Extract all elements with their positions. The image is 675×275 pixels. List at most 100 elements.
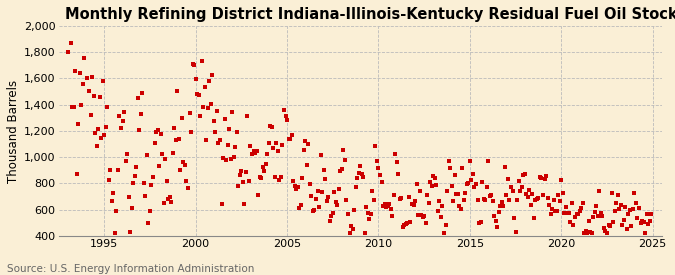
Point xyxy=(510,230,521,234)
Point xyxy=(500,164,510,169)
Point xyxy=(576,206,587,210)
Point xyxy=(262,152,273,156)
Point xyxy=(136,112,146,116)
Point xyxy=(88,94,99,98)
Point xyxy=(632,216,643,221)
Point xyxy=(236,169,247,173)
Point xyxy=(431,183,441,188)
Point xyxy=(425,180,435,184)
Point xyxy=(210,130,221,135)
Point xyxy=(416,213,427,217)
Point xyxy=(198,105,209,109)
Point xyxy=(202,106,213,110)
Point xyxy=(326,214,337,218)
Point xyxy=(450,173,460,177)
Point xyxy=(291,187,302,191)
Point xyxy=(115,126,126,131)
Text: Monthly Refining District Indiana-Illinois-Kentucky Residual Fuel Oil Stocks at : Monthly Refining District Indiana-Illino… xyxy=(65,7,675,22)
Point xyxy=(250,151,261,155)
Point xyxy=(142,153,153,157)
Point xyxy=(181,178,192,183)
Point xyxy=(365,211,376,216)
Point xyxy=(565,220,576,225)
Point xyxy=(422,193,433,198)
Point xyxy=(634,206,645,210)
Point xyxy=(392,160,402,165)
Point xyxy=(463,181,474,185)
Point xyxy=(435,215,446,219)
Point xyxy=(644,219,655,223)
Point xyxy=(275,175,286,179)
Point xyxy=(158,200,169,205)
Point xyxy=(169,126,180,130)
Point xyxy=(175,168,186,172)
Point xyxy=(623,211,634,216)
Point xyxy=(317,189,327,194)
Point xyxy=(73,122,84,127)
Point xyxy=(216,202,227,207)
Point xyxy=(612,193,623,197)
Point xyxy=(559,211,570,215)
Point xyxy=(288,179,298,184)
Point xyxy=(304,182,315,186)
Point xyxy=(246,152,257,157)
Point xyxy=(547,207,558,211)
Point xyxy=(512,198,522,202)
Point xyxy=(167,151,178,155)
Point xyxy=(398,225,408,230)
Point xyxy=(353,171,364,175)
Point xyxy=(464,158,475,163)
Point xyxy=(460,191,470,196)
Point xyxy=(70,69,81,73)
Point xyxy=(65,41,76,46)
Point xyxy=(217,155,228,160)
Point xyxy=(68,105,79,109)
Point xyxy=(352,176,362,180)
Point xyxy=(114,114,125,118)
Point xyxy=(646,212,657,216)
Point xyxy=(376,179,387,184)
Point xyxy=(222,143,233,147)
Point xyxy=(550,209,561,213)
Point xyxy=(640,231,651,235)
Point xyxy=(330,200,341,205)
Point xyxy=(638,220,649,224)
Point xyxy=(91,144,102,148)
Point xyxy=(184,111,195,115)
Point xyxy=(381,205,392,210)
Point xyxy=(402,221,413,226)
Point xyxy=(306,194,317,198)
Point xyxy=(382,204,393,208)
Point xyxy=(286,133,297,137)
Point xyxy=(541,173,551,178)
Point xyxy=(82,75,93,80)
Point xyxy=(529,216,539,220)
Point xyxy=(530,197,541,202)
Point xyxy=(404,195,414,199)
Point xyxy=(259,169,269,173)
Point xyxy=(186,130,196,134)
Point xyxy=(107,199,117,203)
Point xyxy=(620,205,630,209)
Point xyxy=(439,231,450,236)
Point xyxy=(509,216,520,220)
Point xyxy=(180,163,190,167)
Point xyxy=(589,210,600,215)
Point xyxy=(160,157,171,161)
Point xyxy=(421,221,431,226)
Point xyxy=(533,196,544,200)
Point xyxy=(486,193,497,198)
Point xyxy=(429,176,440,180)
Point xyxy=(122,152,132,156)
Point xyxy=(518,173,529,177)
Point xyxy=(427,183,437,188)
Point xyxy=(525,203,536,207)
Point xyxy=(417,215,428,219)
Point xyxy=(76,103,87,107)
Point xyxy=(574,209,585,213)
Point xyxy=(580,229,591,233)
Point xyxy=(643,221,653,226)
Point xyxy=(177,116,188,120)
Point xyxy=(553,192,564,197)
Point xyxy=(624,208,635,213)
